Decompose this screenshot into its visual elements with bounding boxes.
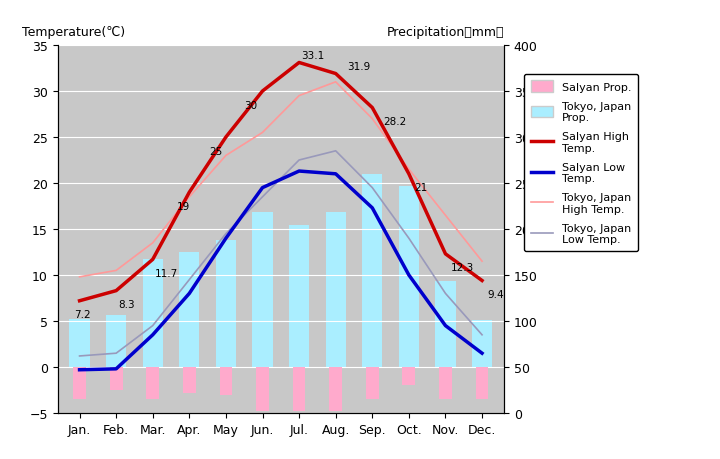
Bar	[366, 367, 379, 399]
Bar	[183, 367, 196, 393]
Bar	[289, 226, 309, 367]
Text: 9.4: 9.4	[487, 290, 504, 299]
Bar	[399, 186, 419, 367]
Bar	[220, 367, 233, 395]
Bar	[329, 367, 342, 411]
Bar	[362, 174, 382, 367]
Bar	[325, 213, 346, 367]
Text: 31.9: 31.9	[346, 62, 370, 72]
Text: 19: 19	[176, 202, 190, 211]
Bar	[106, 316, 126, 367]
Bar	[472, 320, 492, 367]
Text: 33.1: 33.1	[301, 51, 324, 61]
Text: 8.3: 8.3	[118, 300, 135, 309]
Text: 30: 30	[244, 101, 257, 110]
Bar	[476, 367, 488, 399]
Bar	[293, 367, 305, 411]
Text: 11.7: 11.7	[155, 269, 178, 278]
Text: Precipitation（mm）: Precipitation（mm）	[387, 26, 504, 39]
Bar	[73, 367, 86, 399]
Bar	[436, 282, 456, 367]
Bar	[143, 260, 163, 367]
Text: 7.2: 7.2	[74, 310, 91, 319]
Bar	[179, 252, 199, 367]
Bar	[253, 213, 273, 367]
Legend: Salyan Prop., Tokyo, Japan
Prop., Salyan High
Temp., Salyan Low
Temp., Tokyo, Ja: Salyan Prop., Tokyo, Japan Prop., Salyan…	[524, 74, 638, 251]
Bar	[439, 367, 452, 399]
Bar	[146, 367, 159, 399]
Bar	[402, 367, 415, 386]
Text: 12.3: 12.3	[451, 263, 474, 273]
Bar	[109, 367, 122, 390]
Bar	[70, 319, 89, 367]
Text: 28.2: 28.2	[383, 117, 407, 127]
Bar	[216, 241, 236, 367]
Bar	[256, 367, 269, 411]
Text: Temperature(℃): Temperature(℃)	[22, 26, 125, 39]
Text: 21: 21	[414, 183, 428, 193]
Text: 25: 25	[210, 146, 222, 156]
